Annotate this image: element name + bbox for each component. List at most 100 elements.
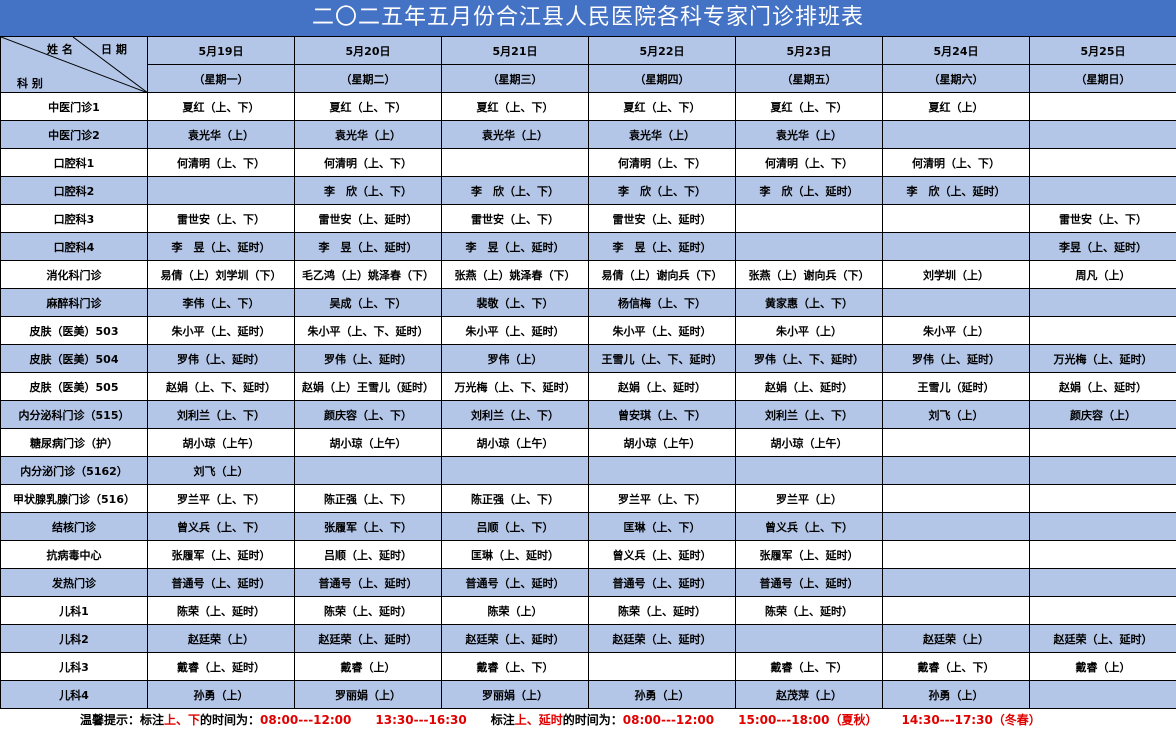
department-cell: 口腔科2 xyxy=(0,176,148,205)
schedule-cell xyxy=(1029,316,1176,345)
schedule-cell: 李 昱（上、延时） xyxy=(294,232,442,261)
schedule-cell: 颜庆容（上、下） xyxy=(294,400,442,429)
schedule-cell: 易倩（上）刘学圳（下） xyxy=(147,260,295,289)
schedule-cell xyxy=(1029,568,1176,597)
schedule-cell: 刘飞（上） xyxy=(882,400,1030,429)
schedule-cell: 雷世安（上、延时） xyxy=(588,204,736,233)
schedule-cell: 普通号（上、延时） xyxy=(294,568,442,597)
schedule-cell: 赵廷荣（上、延时） xyxy=(294,624,442,653)
schedule-cell: 雷世安（上、下） xyxy=(147,204,295,233)
schedule-cell: 张履军（上、延时） xyxy=(147,540,295,569)
schedule-cell: 万光梅（上、下、延时） xyxy=(441,372,589,401)
department-cell: 消化科门诊 xyxy=(0,260,148,289)
schedule-cell: 胡小琼（上午） xyxy=(441,428,589,457)
footer-mid1: 的时间为： xyxy=(200,713,261,727)
schedule-cell: 李 昱（上、延时） xyxy=(588,232,736,261)
schedule-cell xyxy=(1029,148,1176,177)
schedule-cell: 王雪儿（上、下、延时） xyxy=(588,344,736,373)
schedule-cell: 罗伟（上、延时） xyxy=(147,344,295,373)
schedule-cell: 何清明（上、下） xyxy=(735,148,883,177)
schedule-cell: 朱小平（上、下、延时） xyxy=(294,316,442,345)
date-header: 5月24日 xyxy=(882,36,1030,65)
schedule-cell: 何清明（上、下） xyxy=(588,148,736,177)
department-cell: 中医门诊1 xyxy=(0,92,148,121)
schedule-cell: 李 昱（上、延时） xyxy=(441,232,589,261)
schedule-cell: 刘学圳（上） xyxy=(882,260,1030,289)
schedule-cell: 戴睿（上、延时） xyxy=(147,652,295,681)
schedule-cell: 夏红（上、下） xyxy=(147,92,295,121)
schedule-cell: 李 欣（上、下） xyxy=(588,176,736,205)
weekday-header: （星期五） xyxy=(735,64,883,93)
schedule-cell: 陈荣（上、延时） xyxy=(588,596,736,625)
schedule-cell: 朱小平（上、延时） xyxy=(147,316,295,345)
schedule-cell: 袁光华（上） xyxy=(294,120,442,149)
schedule-cell: 赵廷荣（上） xyxy=(882,624,1030,653)
footer-time2c: 14:30---17:30（冬春） xyxy=(901,713,1041,727)
schedule-cell: 朱小平（上、延时） xyxy=(588,316,736,345)
schedule-cell: 陈正强（上、下） xyxy=(294,484,442,513)
schedule-cell: 陈荣（上） xyxy=(441,596,589,625)
schedule-cell: 李昱（上、延时） xyxy=(1029,232,1176,261)
schedule-cell: 陈荣（上、延时） xyxy=(735,596,883,625)
schedule-cell: 胡小琼（上午） xyxy=(735,428,883,457)
schedule-cell: 罗丽娟（上） xyxy=(441,680,589,709)
schedule-cell: 雷世安（上、下） xyxy=(441,204,589,233)
table-row: 发热门诊 普通号（上、延时） 普通号（上、延时） 普通号（上、延时） 普通号（上、延时）… xyxy=(0,568,1176,597)
table-row: 内分泌门诊（5162） 刘飞（上） xyxy=(0,456,1176,485)
table-row: 口腔科3 雷世安（上、下） 雷世安（上、延时） 雷世安（上、下） 雷世安（上、延时） 雷世… xyxy=(0,204,1176,233)
schedule-cell xyxy=(1029,120,1176,149)
schedule-cell xyxy=(882,456,1030,485)
table-row: 儿科1 陈荣（上、延时） 陈荣（上、延时） 陈荣（上） 陈荣（上、延时） 陈荣（上、延时） xyxy=(0,596,1176,625)
schedule-cell: 戴睿（上） xyxy=(1029,652,1176,681)
schedule-cell: 曾义兵（上、下） xyxy=(735,512,883,541)
schedule-cell: 匡琳（上、延时） xyxy=(441,540,589,569)
schedule-cell: 张履军（上、下） xyxy=(294,512,442,541)
schedule-cell xyxy=(1029,92,1176,121)
schedule-cell xyxy=(735,232,883,261)
schedule-cell xyxy=(882,428,1030,457)
schedule-cell xyxy=(882,484,1030,513)
schedule-cell: 王雪儿（延时） xyxy=(882,372,1030,401)
schedule-cell xyxy=(1029,512,1176,541)
table-row: 儿科3 戴睿（上、延时） 戴睿（上） 戴睿（上、下） 戴睿（上、下） 戴睿（上、下） 戴睿（… xyxy=(0,652,1176,681)
schedule-cell: 袁光华（上） xyxy=(735,120,883,149)
schedule-cell xyxy=(588,652,736,681)
schedule-cell: 曾义兵（上、下） xyxy=(147,512,295,541)
schedule-cell: 吕顺（上、下） xyxy=(441,512,589,541)
table-row: 麻醉科门诊 李伟（上、下） 吴成（上、下） 裴敬（上、下） 杨信梅（上、下） 黄家惠（上、… xyxy=(0,288,1176,317)
schedule-cell xyxy=(882,232,1030,261)
schedule-cell: 赵廷荣（上） xyxy=(147,624,295,653)
date-header: 5月19日 xyxy=(147,36,295,65)
schedule-cell: 胡小琼（上午） xyxy=(294,428,442,457)
schedule-cell: 刘飞（上） xyxy=(147,456,295,485)
schedule-cell: 袁光华（上） xyxy=(588,120,736,149)
weekday-header: （星期三） xyxy=(441,64,589,93)
footer-time1b: 13:30---16:30 xyxy=(375,713,467,727)
schedule-cell: 赵娟（上）王雪儿（延时） xyxy=(294,372,442,401)
schedule-cell: 普通号（上、延时） xyxy=(588,568,736,597)
corner-name-label: 姓 名 xyxy=(47,43,73,56)
schedule-cell: 孙勇（上） xyxy=(588,680,736,709)
department-cell: 口腔科3 xyxy=(0,204,148,233)
department-cell: 儿科1 xyxy=(0,596,148,625)
schedule-cell xyxy=(1029,428,1176,457)
department-cell: 糖尿病门诊（护） xyxy=(0,428,148,457)
schedule-cell: 赵娟（上、延时） xyxy=(588,372,736,401)
corner-dept-label: 科 别 xyxy=(17,77,43,90)
schedule-cell xyxy=(588,456,736,485)
date-header: 5月20日 xyxy=(294,36,442,65)
schedule-cell: 陈荣（上、延时） xyxy=(147,596,295,625)
corner-date-label: 日 期 xyxy=(101,43,127,56)
schedule-cell xyxy=(882,596,1030,625)
table-row: 儿科4 孙勇（上） 罗丽娟（上） 罗丽娟（上） 孙勇（上） 赵茂萍（上） 孙勇（上） xyxy=(0,680,1176,709)
schedule-cell: 普通号（上、延时） xyxy=(735,568,883,597)
schedule-cell xyxy=(735,624,883,653)
weekday-header: （星期四） xyxy=(588,64,736,93)
schedule-cell: 孙勇（上） xyxy=(882,680,1030,709)
schedule-cell: 雷世安（上、下） xyxy=(1029,204,1176,233)
department-cell: 甲状腺乳腺门诊（516） xyxy=(0,484,148,513)
department-cell: 皮肤（医美）505 xyxy=(0,372,148,401)
schedule-cell xyxy=(1029,540,1176,569)
schedule-cell: 胡小琼（上午） xyxy=(147,428,295,457)
department-cell: 儿科4 xyxy=(0,680,148,709)
